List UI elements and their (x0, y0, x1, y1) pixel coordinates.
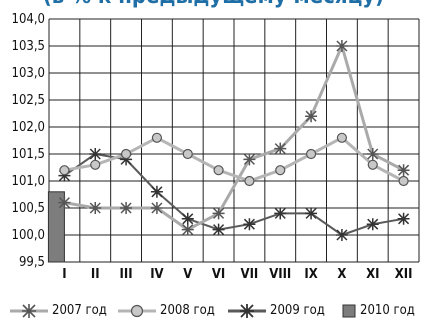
point-2009 (58, 169, 71, 182)
point-2009 (181, 212, 194, 225)
y-tick-label: 103,0 (12, 66, 45, 81)
y-tick-label: 101,5 (12, 147, 45, 162)
line-chart: 99,5 100,0 100,5 101,0 101,5 102,0 102,5 103,0 1… (12, 12, 420, 282)
x-tick-label: X (337, 267, 346, 282)
y-tick-label: 103,5 (12, 39, 45, 54)
point-2007 (274, 142, 287, 155)
point-2007 (366, 148, 379, 160)
legend-marker-square-icon (342, 304, 356, 317)
point-2009 (89, 148, 102, 160)
point-2009 (366, 218, 379, 231)
x-tick-label: IX (304, 267, 317, 282)
point-2007 (58, 196, 71, 209)
point-2007 (212, 207, 225, 220)
point-2007 (181, 223, 194, 236)
point-2008 (59, 165, 70, 176)
legend-marker-circle-icon (118, 304, 156, 317)
point-2008 (151, 132, 163, 143)
x-tick-label: I (62, 267, 66, 282)
bar-2010 (47, 191, 65, 263)
legend-label-2010: 2010 год (360, 303, 415, 318)
point-2007 (335, 40, 348, 52)
legend-label-2008: 2008 год (160, 303, 215, 318)
legend-marker-star-icon (228, 303, 266, 318)
point-2009 (150, 185, 163, 198)
x-tick-label: III (120, 267, 133, 282)
x-tick-label: VIII (269, 267, 291, 282)
point-2008 (367, 159, 378, 170)
y-tick-label: 99,5 (19, 255, 45, 270)
x-tick-label: II (91, 267, 100, 282)
x-tick-label: IV (150, 267, 163, 282)
legend-label-2009: 2009 год (270, 303, 325, 318)
x-tick-label: XI (366, 267, 379, 282)
legend-item-2007: 2007 год (10, 300, 107, 321)
point-2008 (90, 159, 101, 170)
point-2007 (89, 202, 102, 214)
y-tick-label: 102,0 (12, 120, 45, 135)
legend-marker-star-icon (10, 303, 48, 318)
x-tick-label: V (183, 267, 192, 282)
point-2008 (275, 165, 286, 176)
y-tick-label: 104,0 (12, 12, 45, 27)
legend-item-2010: 2010 год (342, 300, 415, 321)
point-2007 (305, 110, 318, 123)
y-tick-label: 102,5 (12, 93, 45, 108)
y-tick-label: 100,5 (12, 201, 45, 216)
point-2009 (274, 207, 287, 220)
point-2009 (120, 153, 133, 166)
x-tick-label: VII (241, 267, 259, 282)
point-2009 (335, 229, 348, 241)
point-2008 (213, 165, 224, 176)
point-2009 (212, 223, 225, 236)
point-2008 (336, 132, 348, 143)
point-2007 (150, 202, 163, 214)
point-2007 (397, 164, 410, 177)
point-2009 (305, 207, 318, 220)
legend-label-2007: 2007 год (52, 303, 107, 318)
chart-legend: 2007 год 2008 год 2009 год 2010 год (0, 300, 427, 321)
legend-item-2008: 2008 год (118, 300, 215, 321)
point-2008 (120, 148, 132, 160)
point-2008 (244, 175, 255, 187)
point-2008 (305, 148, 317, 160)
x-tick-label: XII (395, 267, 413, 282)
y-tick-label: 101,0 (12, 174, 45, 189)
point-2007 (243, 153, 256, 166)
point-2007 (120, 202, 133, 214)
legend-item-2009: 2009 год (228, 300, 325, 321)
line-2008 (64, 136, 405, 183)
chart-title: (в % к предыдущему месяцу) (0, 0, 427, 10)
point-2009 (243, 218, 256, 231)
point-2008 (182, 148, 193, 160)
x-tick-label: VI (212, 267, 225, 282)
point-2009 (397, 212, 410, 225)
y-tick-label: 100,0 (12, 228, 45, 243)
point-2008 (398, 175, 409, 187)
line-2009 (63, 153, 404, 236)
